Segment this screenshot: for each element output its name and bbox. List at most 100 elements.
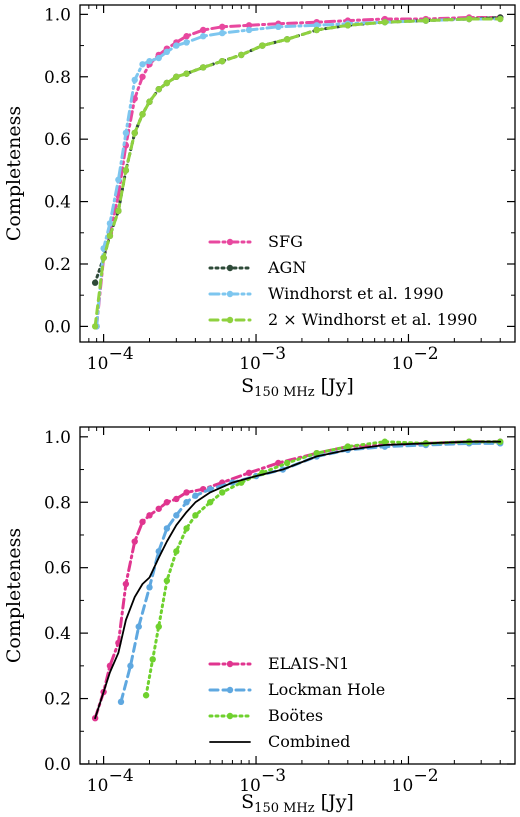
data-point [131,129,138,137]
data-point [146,57,153,65]
data-point [199,64,207,71]
plot-area [91,438,504,722]
data-point [219,29,226,37]
legend-marker [226,316,234,324]
series-0 [91,438,504,722]
data-point [127,662,134,670]
legend-marker [226,660,234,668]
data-point [192,492,199,499]
y-tick-label: 0.2 [44,690,71,710]
data-point [206,499,214,506]
legend-label: AGN [267,258,306,277]
legend-label: ELAIS-N1 [268,654,349,673]
x-tick-label-base: 10 [392,354,414,374]
data-point [163,499,171,506]
data-point [139,518,146,526]
data-point [163,577,171,584]
data-point [146,584,153,591]
data-point [245,26,253,34]
x-tick-label-base: 10 [239,354,261,374]
data-point [259,42,266,49]
x-axis-label-unit: [Jy] [315,375,354,397]
legend-label: Combined [268,732,350,751]
legend-label: Windhorst et al. 1990 [268,284,444,303]
data-point [238,51,245,59]
data-point [422,17,430,24]
legend-marker [226,290,234,298]
x-tick-label-exponent: −4 [109,766,134,786]
data-point [106,232,114,240]
y-tick-label: 1.0 [44,428,71,448]
data-point [173,73,180,80]
y-tick-label: 0.8 [44,493,71,513]
data-point [115,176,122,183]
x-axis-label-subscript: 150 MHz [254,801,315,816]
series-2 [93,15,504,330]
data-point [115,207,122,215]
x-tick-label-exponent: −2 [413,766,438,786]
x-tick-label-base: 10 [87,354,109,374]
x-tick-label-base: 10 [239,776,261,796]
data-point [173,548,180,555]
x-axis-label-unit: [Jy] [315,791,354,813]
data-point [283,36,291,43]
x-tick-label-exponent: −3 [261,766,286,786]
legend-marker [226,238,234,246]
data-point [199,33,207,40]
data-point [381,438,389,445]
plot-frame [79,426,516,765]
series-3 [91,15,504,330]
x-tick-label-base: 10 [392,776,414,796]
y-axis-label: Completeness [3,106,25,241]
y-tick-label: 0.2 [44,255,71,275]
plot-frame [79,4,516,343]
plot-area [91,14,504,330]
data-point [245,469,253,477]
data-point [275,23,282,31]
data-point [183,33,190,40]
y-tick-label: 0.6 [44,559,71,579]
data-point [381,18,389,26]
legend-marker [226,686,234,694]
data-point [100,254,107,261]
y-tick-label: 0.0 [44,755,71,775]
data-point [91,323,99,330]
data-point [122,129,130,137]
legend-label: 2 × Windhorst et al. 1990 [268,310,477,329]
data-point [146,98,153,105]
legend-label: SFG [268,232,303,251]
data-point [344,443,352,450]
data-point [183,489,190,496]
series-3 [94,440,502,720]
data-point [155,86,162,93]
series-line [95,17,502,328]
data-point [183,70,190,77]
data-point [344,22,352,29]
data-point [313,449,320,457]
series-line [144,440,502,697]
data-point [497,15,504,23]
data-point [139,73,146,80]
x-tick-label-base: 10 [87,776,109,796]
x-axis-label: S150 MHz [Jy] [241,791,354,816]
x-axis-label-subscript: 150 MHz [254,385,315,400]
data-point [155,623,162,630]
data-point [146,512,153,519]
data-point [192,512,199,519]
x-axis-label: S150 MHz [Jy] [241,375,354,400]
data-point [283,459,291,467]
y-tick-label: 0.0 [44,317,71,337]
data-point [219,57,226,65]
series-line [93,17,502,328]
data-point [122,167,130,174]
x-tick-label-exponent: −2 [413,344,438,364]
data-point [139,61,146,68]
y-tick-label: 0.8 [44,68,71,88]
x-tick-label-exponent: −3 [261,344,286,364]
data-point [106,220,114,227]
data-point [183,499,190,506]
data-point [149,656,156,663]
x-axis-label-main: S [241,791,254,813]
series-2 [142,438,504,699]
